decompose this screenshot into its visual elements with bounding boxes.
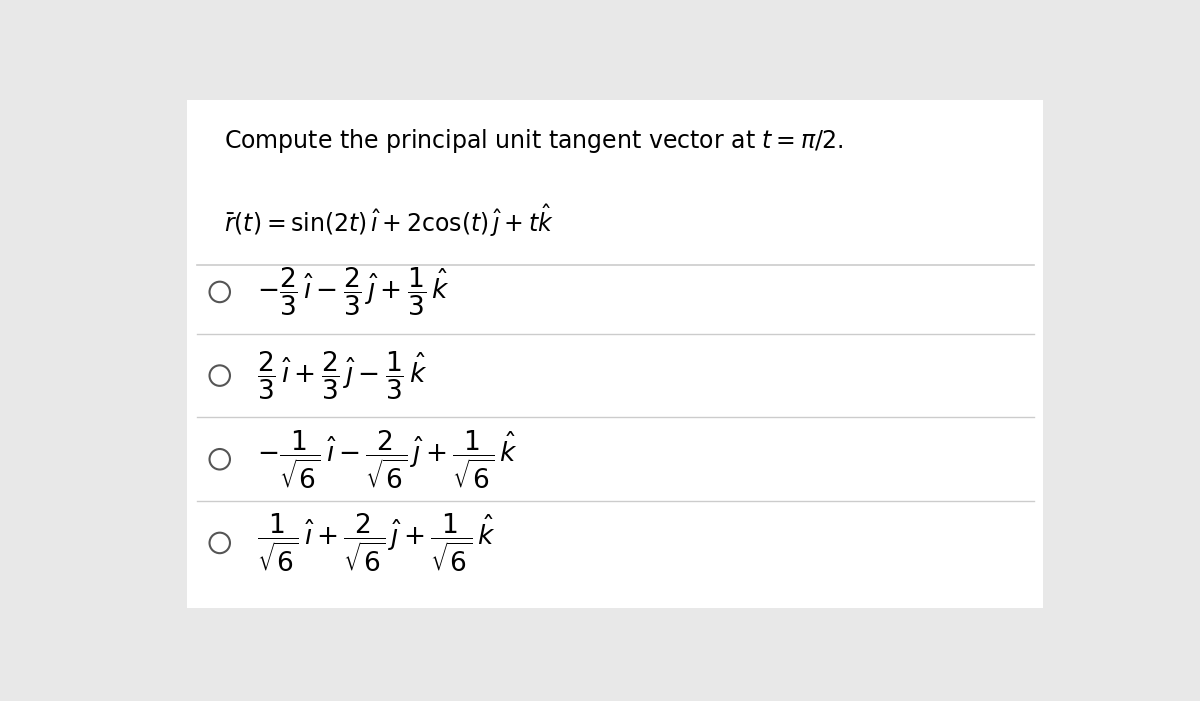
Text: $-\dfrac{1}{\sqrt{6}}\,\hat{\imath} - \dfrac{2}{\sqrt{6}}\,\hat{\jmath} + \dfrac: $-\dfrac{1}{\sqrt{6}}\,\hat{\imath} - \d… <box>257 428 518 491</box>
Text: $-\dfrac{2}{3}\,\hat{\imath} - \dfrac{2}{3}\,\hat{\jmath} + \dfrac{1}{3}\,\hat{k: $-\dfrac{2}{3}\,\hat{\imath} - \dfrac{2}… <box>257 266 450 318</box>
Text: $\dfrac{1}{\sqrt{6}}\,\hat{\imath} + \dfrac{2}{\sqrt{6}}\,\hat{\jmath} + \dfrac{: $\dfrac{1}{\sqrt{6}}\,\hat{\imath} + \df… <box>257 512 496 574</box>
Text: $\bar{r}(t) = \sin(2t)\,\hat{\imath} + 2\cos(t)\,\hat{\jmath} + t\hat{k}$: $\bar{r}(t) = \sin(2t)\,\hat{\imath} + 2… <box>224 203 554 239</box>
Text: Compute the principal unit tangent vector at $t = \pi/2$.: Compute the principal unit tangent vecto… <box>224 128 844 156</box>
FancyBboxPatch shape <box>187 100 1043 608</box>
Text: $\dfrac{2}{3}\,\hat{\imath} + \dfrac{2}{3}\,\hat{\jmath} - \dfrac{1}{3}\,\hat{k}: $\dfrac{2}{3}\,\hat{\imath} + \dfrac{2}{… <box>257 350 427 402</box>
